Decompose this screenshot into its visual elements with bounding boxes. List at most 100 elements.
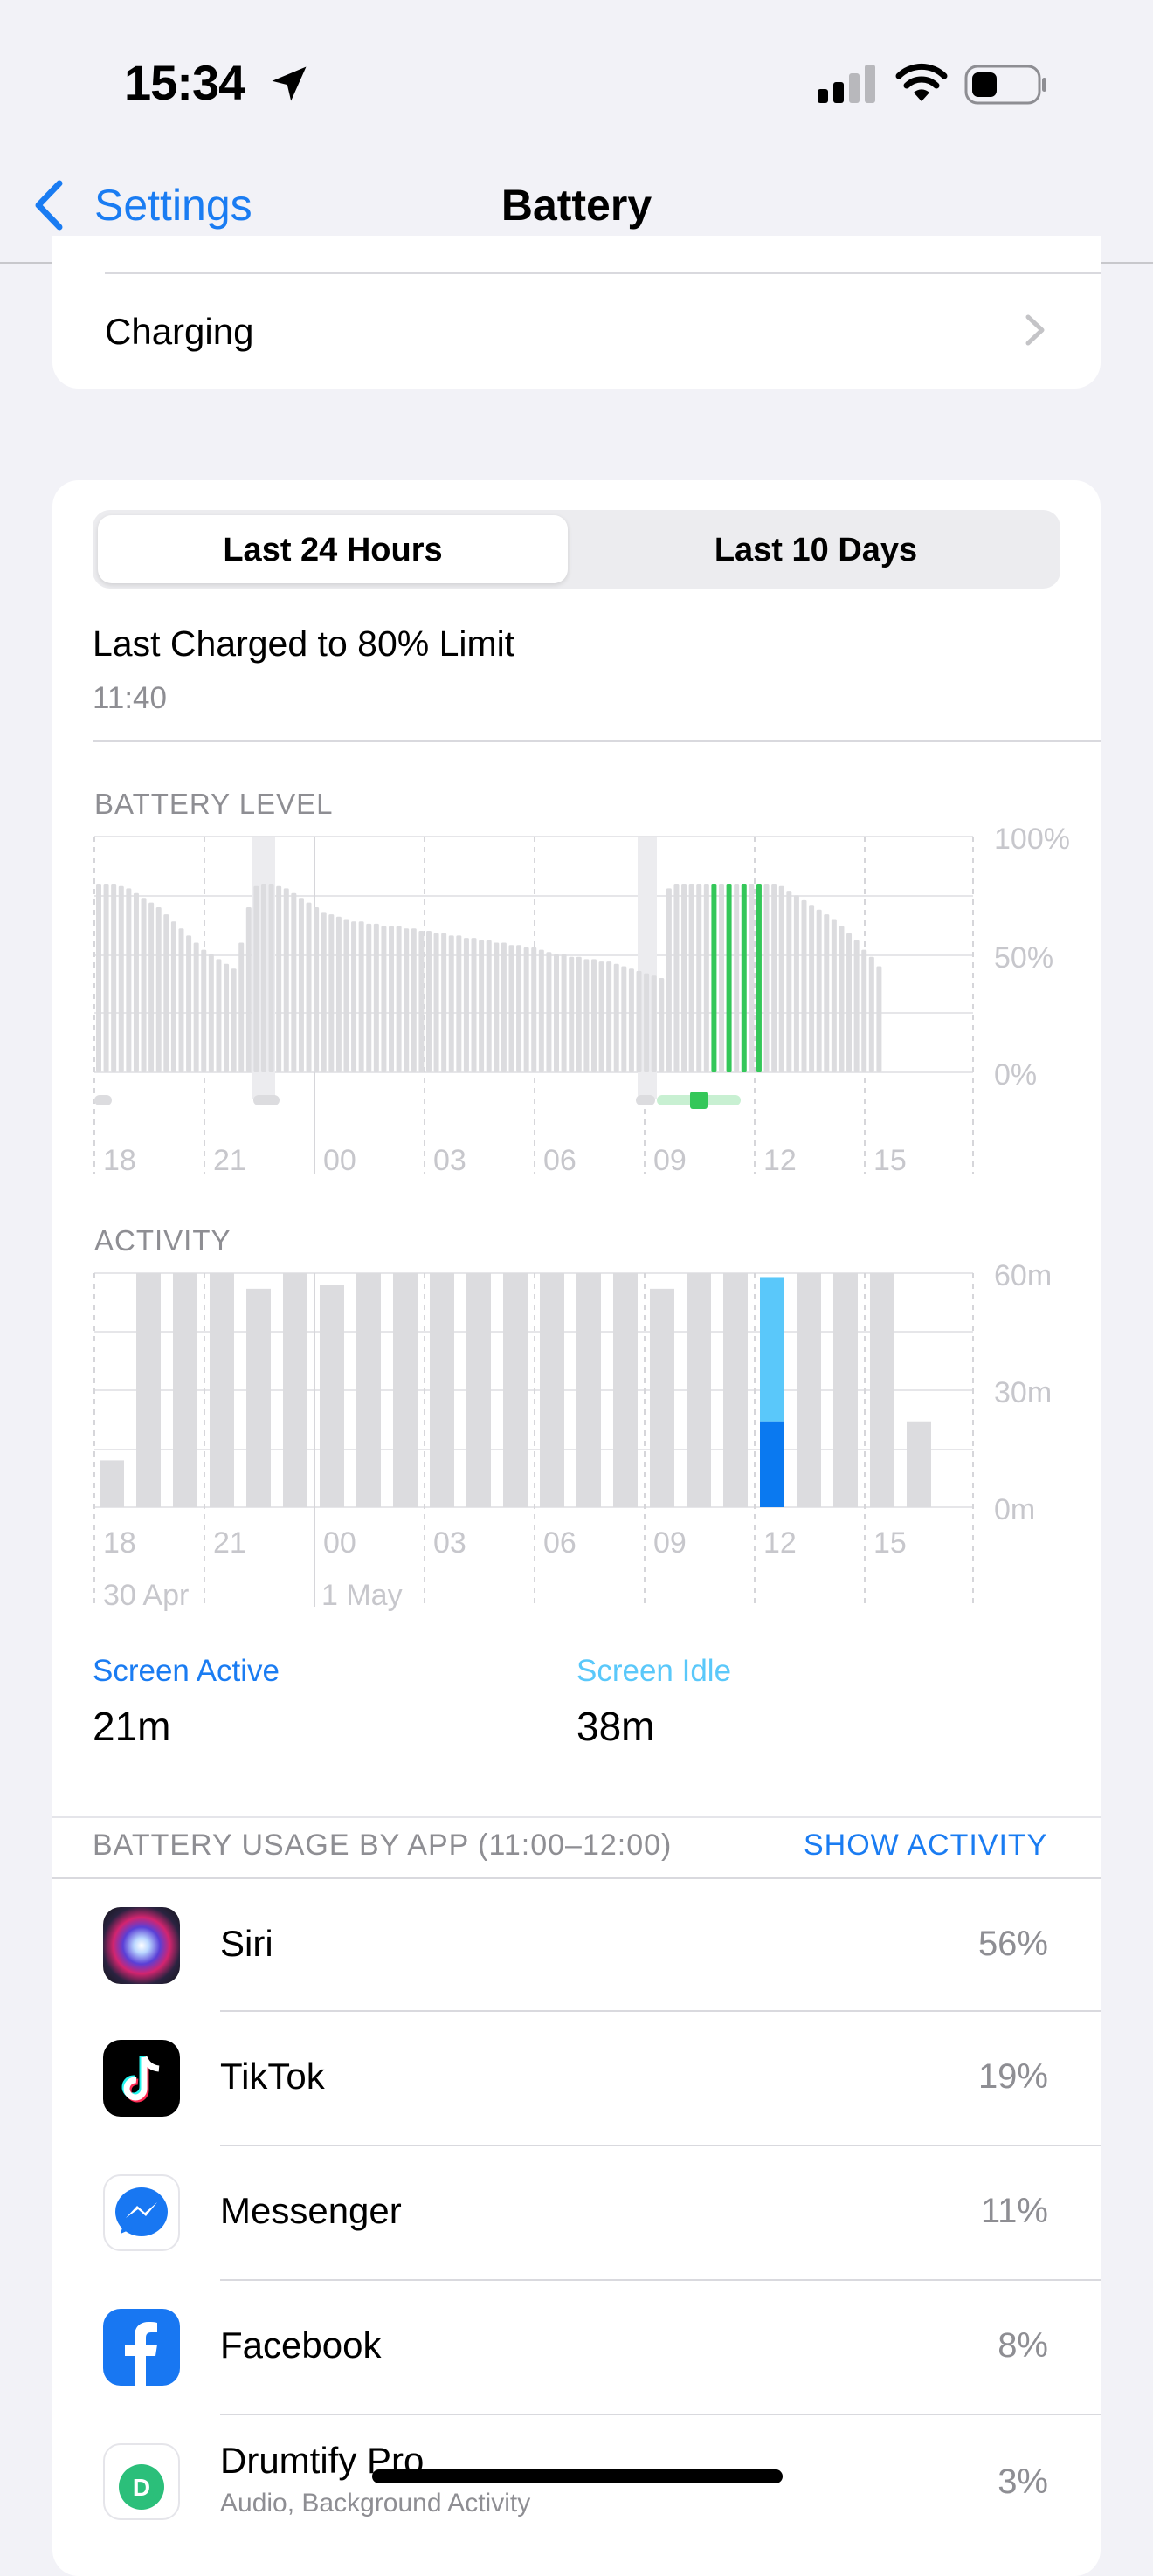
battery-bar [118,885,124,1072]
drumtify-logo-icon: D [119,2464,164,2510]
battery-bar [433,933,439,1072]
battery-bar [868,956,874,1072]
battery-bar [561,954,567,1072]
battery-bar [441,933,447,1072]
activity-bar [393,1273,418,1507]
screen-active-label: Screen Active [93,1654,280,1688]
battery-xtick: 18 [103,1144,136,1177]
battery-bar [523,947,529,1072]
battery-xtick: 09 [653,1144,687,1177]
app-row-siri[interactable]: Siri 56% [52,1879,1101,2012]
activity-bar [723,1273,748,1507]
battery-bar [448,935,454,1072]
battery-bar [245,907,252,1072]
battery-bar [328,914,335,1072]
battery-bar [283,888,289,1072]
battery-bar [358,921,364,1072]
battery-bar [681,884,687,1072]
battery-usage-card [52,480,1101,2576]
activity-bar [907,1421,931,1507]
activity-bar [576,1273,601,1507]
charge-marker [253,1095,280,1105]
battery-bar [801,899,807,1072]
battery-bar [771,884,777,1072]
battery-bar [238,942,245,1072]
screen-idle-value: 38m [576,1704,655,1749]
last-charged-title: Last Charged to 80% Limit [93,623,515,664]
battery-bar [606,961,612,1072]
battery-bar [741,884,747,1072]
activity-bar [687,1273,711,1507]
battery-bar [133,892,139,1072]
chevron-right-icon [1025,314,1045,346]
wifi-icon [895,63,948,101]
battery-bar [103,884,109,1072]
battery-bar [396,926,402,1072]
segment-last-24-hours[interactable]: Last 24 Hours [223,532,443,568]
battery-bar [381,926,387,1072]
app-row-messenger[interactable]: Messenger 11% [52,2146,1101,2279]
messenger-icon [103,2174,180,2251]
activity-xtick: 09 [653,1526,687,1560]
battery-bar [763,884,770,1072]
battery-bar [628,968,634,1072]
battery-ytick: 100% [994,823,1070,856]
app-row-facebook[interactable]: Facebook 8% [52,2281,1101,2414]
battery-xtick: 15 [873,1144,907,1177]
battery-bar [703,884,709,1072]
cellular-signal-icon [818,65,875,103]
activity-bar [100,1460,124,1507]
app-name: Siri [220,1923,273,1964]
activity-xtick: 21 [213,1526,246,1560]
divider [105,272,1101,274]
activity-bar [320,1285,344,1507]
battery-bar [734,884,740,1072]
back-button[interactable]: Settings [94,181,252,230]
activity-bar [210,1273,234,1507]
app-name: Messenger [220,2190,402,2231]
activity-bar [430,1273,454,1507]
app-name: Facebook [220,2325,382,2366]
activity-xtick: 06 [543,1526,576,1560]
divider [220,2279,1101,2281]
svg-text:D: D [133,2474,150,2501]
activity-xtick: 12 [763,1526,797,1560]
battery-bar [508,945,514,1072]
charge-marker [94,1095,112,1105]
battery-bar [216,959,222,1072]
divider [220,2145,1101,2146]
battery-bar [298,898,304,1072]
battery-bar [636,970,642,1072]
battery-bar [861,949,867,1072]
siri-icon [103,1907,180,1984]
app-row-tiktok[interactable]: TikTok 19% [52,2012,1101,2145]
charge-marker [636,1095,655,1105]
battery-bar [155,907,162,1072]
battery-status-icon [964,65,1046,105]
activity-bar [797,1273,821,1507]
battery-bar [479,940,485,1072]
battery-bar [456,935,462,1072]
app-percentage: 3% [998,2462,1048,2501]
battery-bar [231,968,237,1072]
battery-bar [141,898,147,1072]
app-percentage: 56% [977,1925,1048,1963]
back-chevron-icon[interactable] [31,178,66,232]
show-activity-button[interactable]: SHOW ACTIVITY [804,1829,1048,1862]
facebook-f-icon [125,2322,157,2386]
segment-last-10-days[interactable]: Last 10 Days [714,532,918,568]
activity-ytick: 60m [994,1259,1052,1292]
battery-bar [546,952,552,1072]
activity-bar [283,1273,307,1507]
activity-active-bar [760,1421,784,1507]
battery-bar [111,884,117,1072]
battery-xtick: 12 [763,1144,797,1177]
battery-xtick: 03 [433,1144,466,1177]
battery-bar [644,973,650,1072]
charging-row[interactable] [52,236,1101,389]
activity-xtick: 18 [103,1526,136,1560]
battery-bar [208,954,214,1072]
battery-bar [306,902,312,1072]
activity-bar [246,1288,271,1507]
date-label: 30 Apr [103,1579,189,1612]
